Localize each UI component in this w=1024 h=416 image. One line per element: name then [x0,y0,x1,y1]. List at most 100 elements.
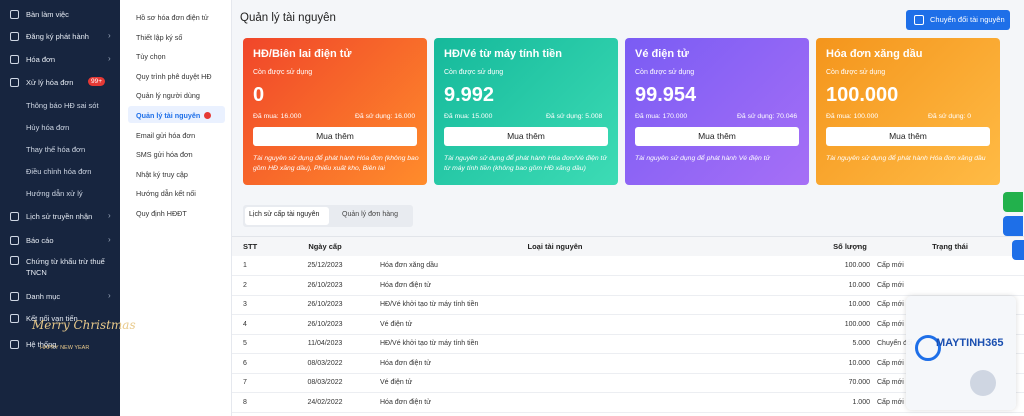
table-cell: Hóa đơn xăng dầu [380,262,438,269]
sidebar-icon [10,256,19,265]
table-cell: 26/10/2023 [307,301,343,308]
resource-card [816,38,1000,185]
card-note: Tài nguyên sử dụng để phát hành Vé điện … [635,155,770,162]
badge: 99+ [88,77,106,86]
card-used: Đã sử dụng: 70.046 [737,113,798,120]
buy-button[interactable]: Mua thêm [826,127,990,146]
table-cell: Hóa đơn điện tử [380,398,431,406]
table-cell: 26/10/2023 [307,281,343,289]
menu-item[interactable]: Quy định HĐĐT [136,209,187,218]
sidebar-icon [10,55,19,64]
card-title: HĐ/Biên lai điện tử [253,48,352,60]
row-divider [232,275,1024,276]
convert-button[interactable]: Chuyển đổi tài nguyên [906,10,1010,30]
buy-button[interactable]: Mua thêm [253,127,417,146]
menu-item[interactable]: Quy trình phê duyệt HĐ [136,71,212,81]
menu-item[interactable]: Nhật ký truy cập [136,169,188,179]
sidebar-subitem[interactable]: Điều chỉnh hóa đơn [26,167,92,176]
table-cell: 8 [243,398,247,406]
table-cell: 1.000 [852,398,870,406]
idea-button[interactable] [1003,192,1023,212]
table-cell: 3 [243,301,247,308]
sidebar-item[interactable]: Bàn làm việc [26,10,69,19]
sidebar-item[interactable]: Chứng từ khấu trừ thuế TNCN [26,257,105,277]
menu-item[interactable]: Thiết lập ký số [136,32,183,42]
sidebar-item[interactable]: Hệ thống [26,340,57,349]
sidebar-subitem[interactable]: Hướng dẫn xử lý [26,189,83,198]
card-bought: Đã mua: 15.000 [444,113,493,120]
buy-button[interactable]: Mua thêm [635,127,799,146]
column-header: Trạng thái [932,242,968,251]
table-cell: 10.000 [848,281,870,289]
table-cell: 11/04/2023 [307,340,343,347]
sidebar-subitem[interactable]: Thông báo HĐ sai sót [26,101,99,110]
menu-item[interactable]: Tùy chọn [136,52,166,62]
table-cell: 24/02/2022 [307,398,343,406]
brand-logo [915,335,941,361]
expand-button[interactable] [1012,240,1024,260]
sidebar-item[interactable]: Báo cáo [26,236,54,245]
card-title: Vé điện tử [635,48,689,60]
menu-item[interactable]: SMS gửi hóa đơn [136,150,193,160]
menu-item[interactable]: Email gửi hóa đơn [136,130,196,140]
sidebar-icon [10,292,19,301]
sidebar-item[interactable]: Kết nối vạn tiến [26,314,78,323]
sidebar-item[interactable]: Xử lý hóa đơn [26,78,74,87]
table-header [232,237,1024,256]
sidebar-icon [10,32,19,41]
sidebar-icon [10,10,19,19]
table-cell: 1 [243,262,247,269]
sidebar-item[interactable]: Lịch sử truyền nhận [26,212,93,221]
tab[interactable]: Lịch sử cấp tài nguyên [249,211,320,218]
resource-card [434,38,618,185]
sidebar-item[interactable]: Đăng ký phát hành [26,32,89,41]
menu-active-bg [128,106,225,123]
sidebar-subitem[interactable]: Thay thế hóa đơn [26,145,86,154]
card-remaining: 0 [253,84,265,106]
doc-button[interactable] [1003,216,1023,236]
sidebar-icon [10,340,19,349]
menu-item[interactable]: Hồ sơ hóa đơn điện tử [136,13,209,22]
card-title: HĐ/Vé từ máy tính tiền [444,48,562,60]
menu-item[interactable]: Quản lý tài nguyên [136,111,201,120]
table-cell: 4 [243,320,247,328]
sidebar-icon [10,314,19,323]
buy-button[interactable]: Mua thêm [444,127,608,146]
sidebar-subitem[interactable]: Hủy hóa đơn [26,123,70,132]
sidebar-icon [10,236,19,245]
row-divider [232,392,1024,393]
column-header: Loại tài nguyên [527,242,583,251]
table-cell: 2 [243,281,247,289]
convert-icon [914,15,924,25]
column-header: STT [243,242,258,251]
card-remaining: 99.954 [635,84,697,106]
sidebar-item[interactable]: Hóa đơn [26,55,56,64]
table-cell: 7 [243,379,247,386]
sidebar-item[interactable]: Danh mục [26,292,61,301]
menu-item[interactable]: Quản lý người dùng [136,91,200,101]
chat-button[interactable] [970,370,996,396]
table-cell: Hóa đơn điện tử [380,359,431,367]
chevron: › [108,54,111,63]
decoration: Merry Christmas [32,318,136,332]
resource-card [625,38,809,185]
row-divider [232,294,1024,296]
card-label: Còn được sử dụng [635,69,695,76]
table-cell: Cấp mới [877,359,904,367]
row-divider [232,411,1024,413]
row-divider [232,372,1024,374]
menu-item[interactable]: Hướng dẫn kết nối [136,189,196,199]
brand-name: MAYTINH365 [936,337,1004,349]
tab[interactable]: Quản lý đơn hàng [342,211,398,218]
card-used: Đã sử dụng: 0 [928,113,972,120]
menu-dot [204,112,211,119]
table-cell: 6 [243,359,247,367]
card-label: Còn được sử dụng [444,69,504,76]
table-cell: Vé điện tử [380,320,413,328]
table-cell: Cấp mới [877,379,904,386]
page-title: Quản lý tài nguyên [240,12,336,24]
table-cell: Cấp mới [877,262,904,269]
sidebar [0,0,120,416]
card-note: Tài nguyên sử dụng để phát hành Hóa đơn … [253,155,419,172]
table [232,236,1024,416]
